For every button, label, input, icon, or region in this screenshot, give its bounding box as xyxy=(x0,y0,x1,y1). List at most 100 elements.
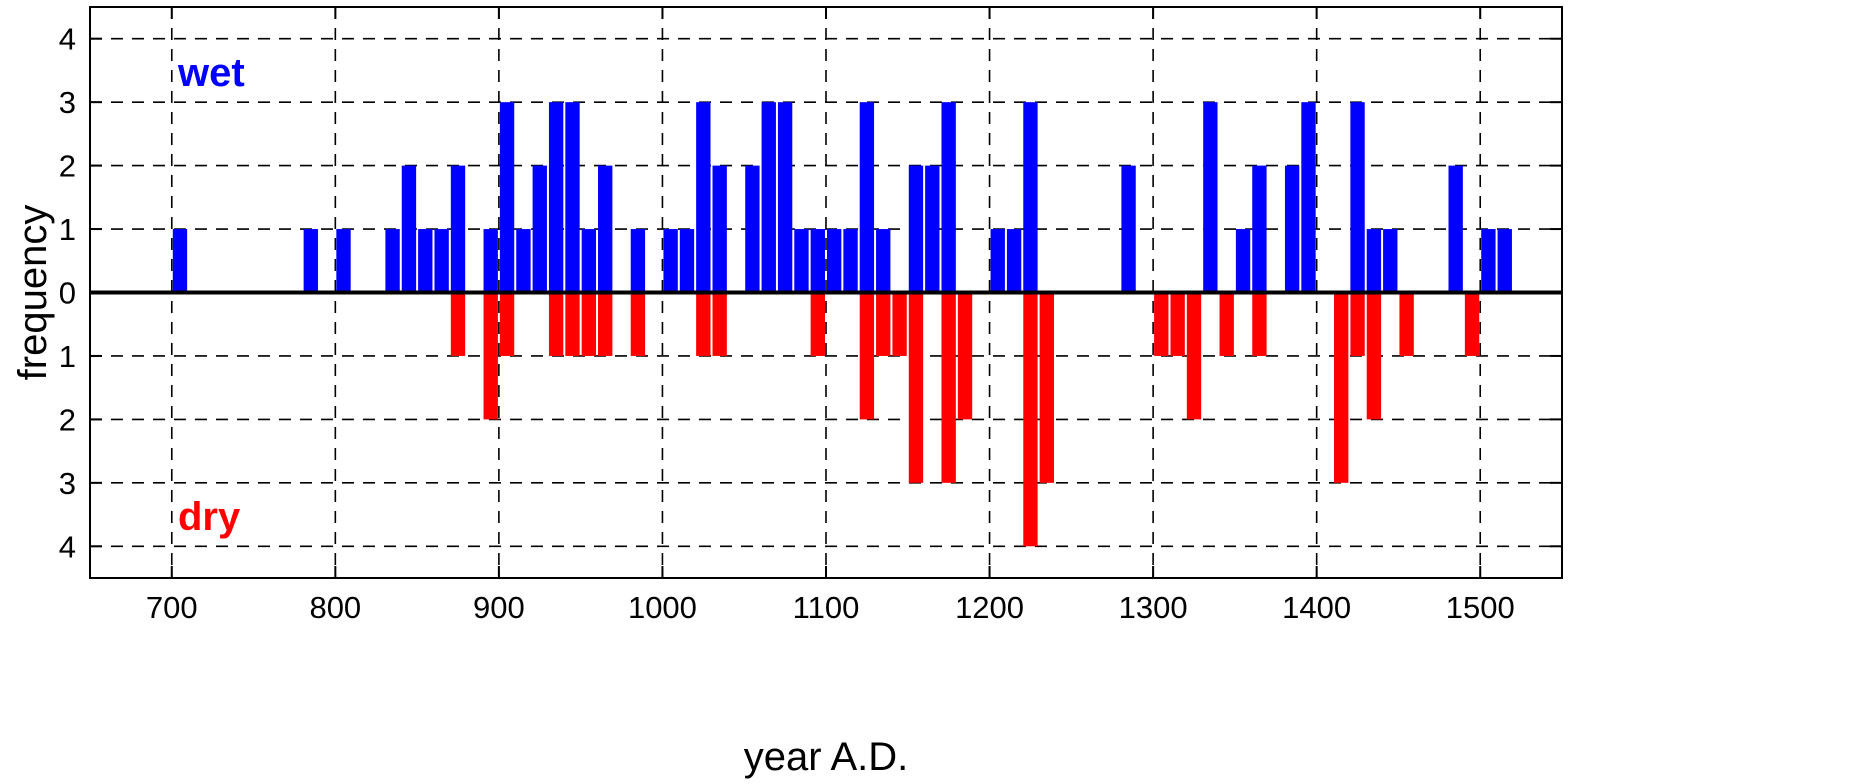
dry-bar xyxy=(1366,292,1382,420)
y-axis-title: frequency xyxy=(11,205,55,381)
dry-bar xyxy=(1350,292,1365,356)
dry-annotation: dry xyxy=(178,495,241,539)
x-tick-label: 1400 xyxy=(1282,590,1351,625)
wet-bar xyxy=(1023,102,1038,293)
axis-ticks xyxy=(90,7,1562,578)
wet-bar xyxy=(1284,165,1300,293)
wet-bar xyxy=(565,102,580,293)
wet-bar xyxy=(401,165,417,293)
wet-bar xyxy=(1366,229,1382,293)
wet-bar xyxy=(941,102,956,293)
dry-bar xyxy=(1252,292,1267,356)
wet-bar xyxy=(925,165,940,293)
wet-bar xyxy=(990,229,1005,293)
wet-bar xyxy=(777,102,793,293)
wet-bar xyxy=(630,229,646,293)
dry-bar xyxy=(1170,292,1185,356)
y-tick-label: 1 xyxy=(59,212,76,247)
dry-bar xyxy=(810,292,825,356)
wet-bar xyxy=(1448,165,1463,293)
dry-bar xyxy=(908,292,924,483)
bars-layer xyxy=(172,102,1512,547)
dry-bar xyxy=(483,292,498,420)
wet-bar xyxy=(172,229,188,293)
x-tick-label: 900 xyxy=(473,590,525,625)
wet-bar xyxy=(712,165,727,293)
wet-bar xyxy=(385,229,400,293)
wet-bar xyxy=(532,165,547,293)
x-tick-label: 1100 xyxy=(793,590,860,625)
dry-bar xyxy=(712,292,727,356)
dry-bar xyxy=(630,292,646,356)
dry-bar xyxy=(1186,292,1202,420)
y-tick-label: 2 xyxy=(59,402,76,437)
x-axis-title: year A.D. xyxy=(744,735,909,779)
dry-bar xyxy=(1023,292,1038,547)
dry-bar xyxy=(1039,292,1054,483)
wet-bar xyxy=(1383,229,1398,293)
y-tick-label: 2 xyxy=(59,149,76,184)
dry-bar xyxy=(1219,292,1234,356)
wet-bar xyxy=(745,165,760,293)
dry-bar xyxy=(1399,292,1414,356)
wet-bar xyxy=(548,102,564,293)
wet-bar xyxy=(810,229,825,293)
wet-bar xyxy=(598,165,613,293)
x-tick-label: 800 xyxy=(309,590,361,625)
wet-bar xyxy=(696,102,711,293)
wet-bar xyxy=(499,102,515,293)
y-tick-label: 4 xyxy=(59,22,76,57)
wet-bar xyxy=(843,229,858,293)
wet-bar xyxy=(1481,229,1496,293)
dry-bar xyxy=(565,292,580,356)
x-tick-label: 1200 xyxy=(955,590,1024,625)
dry-bar xyxy=(581,292,597,356)
y-tick-label: 4 xyxy=(59,529,76,564)
wet-bar xyxy=(1203,102,1218,293)
wet-annotation: wet xyxy=(177,51,245,95)
dry-bar xyxy=(450,292,466,356)
wet-bar xyxy=(663,229,678,293)
wet-bar xyxy=(679,229,695,293)
wet-bar xyxy=(581,229,597,293)
wet-bar xyxy=(1350,102,1365,293)
wet-bar xyxy=(1497,229,1512,293)
wet-bar xyxy=(1252,165,1267,293)
wet-bar xyxy=(1301,102,1316,293)
dry-bar xyxy=(548,292,564,356)
y-tick-label: 1 xyxy=(59,339,76,374)
tick-labels: 700 800 900 1000 1100 1200 1300 1400 1500 4 3 2 1 0 1 2… xyxy=(59,22,1515,625)
wet-bar xyxy=(303,229,318,293)
dry-bar xyxy=(598,292,613,356)
dry-bar xyxy=(1334,292,1349,483)
dry-bar xyxy=(876,292,891,356)
wet-bar xyxy=(876,229,891,293)
wet-bar xyxy=(908,165,924,293)
grid-layer xyxy=(90,7,1562,578)
wet-bar xyxy=(450,165,466,293)
wet-bar xyxy=(1121,165,1136,293)
dry-bar xyxy=(696,292,711,356)
wet-bar xyxy=(794,229,809,293)
dry-bar xyxy=(859,292,875,420)
wet-bar xyxy=(1235,229,1251,293)
y-tick-label: 3 xyxy=(59,85,76,120)
y-tick-label: 0 xyxy=(59,276,76,311)
dry-bar xyxy=(1154,292,1169,356)
x-tick-label: 1500 xyxy=(1446,590,1515,625)
dry-bar xyxy=(892,292,907,356)
dry-bar xyxy=(1464,292,1480,356)
wet-bar xyxy=(827,229,842,293)
dry-bar xyxy=(941,292,956,483)
wet-bar xyxy=(1006,229,1022,293)
dry-bar xyxy=(957,292,973,420)
wet-bar xyxy=(418,229,433,293)
x-tick-label: 700 xyxy=(146,590,198,625)
wet-bar xyxy=(859,102,875,293)
wet-bar xyxy=(434,229,449,293)
wet-bar xyxy=(336,229,351,293)
wet-bar xyxy=(483,229,498,293)
x-tick-label: 1300 xyxy=(1119,590,1188,625)
dry-bar xyxy=(499,292,515,356)
